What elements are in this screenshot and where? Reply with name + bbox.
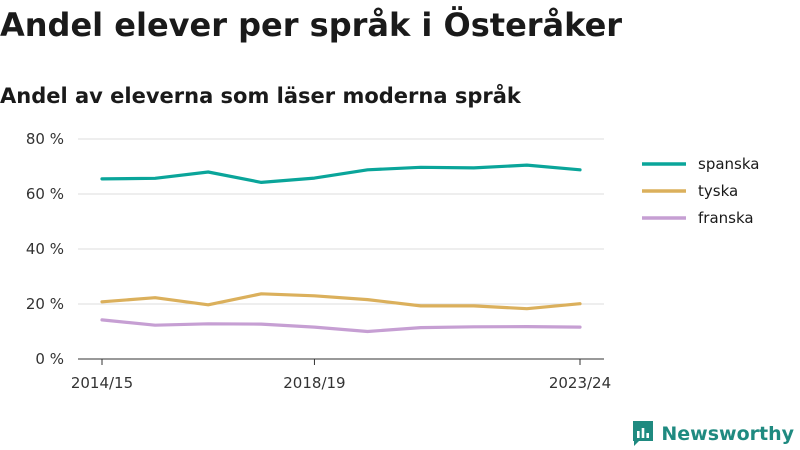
x-tick-label: 2014/15 [71,374,133,392]
legend-label-tyska: tyska [698,182,738,200]
legend-label-franska: franska [698,209,754,227]
brand-name: Newsworthy [661,422,794,445]
brand-logo: Newsworthy [631,420,794,447]
x-tick-label: 2023/24 [549,374,611,392]
chart-subtitle: Andel av eleverna som läser moderna språ… [0,84,521,108]
y-tick-label: 80 % [26,130,64,148]
series-line-franska [100,318,582,334]
legend-label-spanska: spanska [698,155,759,173]
y-tick-label: 60 % [26,185,64,203]
y-tick-label: 20 % [26,295,64,313]
series-line-spanska [100,163,582,184]
y-tick-label: 0 % [35,350,64,368]
y-tick-label: 40 % [26,240,64,258]
newsworthy-logo-icon [633,421,654,446]
series-line-tyska [100,292,582,311]
x-tick-label: 2018/19 [283,374,345,392]
chart-title: Andel elever per språk i Österåker [0,6,623,44]
